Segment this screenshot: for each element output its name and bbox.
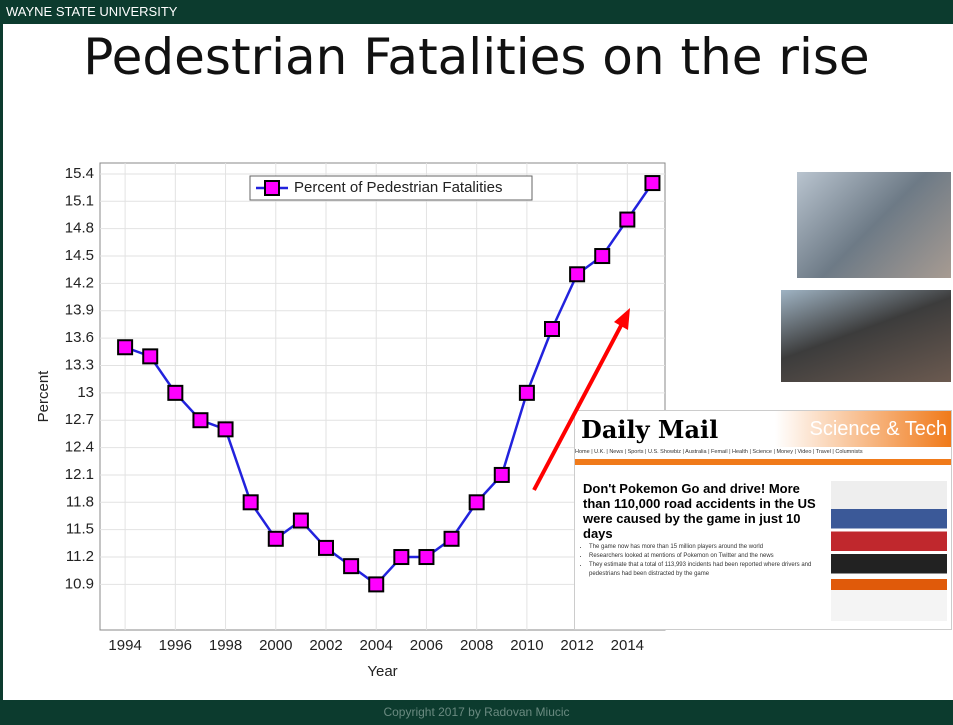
clip-bullet: Researchers looked at mentions of Pokemo…	[589, 552, 839, 561]
marker	[168, 386, 182, 400]
clip-nav: Home | U.K. | News | Sports | U.S. Showb…	[575, 449, 951, 465]
marker	[545, 322, 559, 336]
marker	[570, 267, 584, 281]
y-tick-label: 13	[77, 384, 94, 401]
marker	[269, 532, 283, 546]
y-tick-label: 13.9	[65, 302, 94, 319]
x-tick-label: 1998	[209, 637, 242, 654]
news-clipping: Daily Mail Science & Tech Home | U.K. | …	[574, 410, 952, 630]
legend-marker	[265, 181, 279, 195]
marker	[394, 550, 408, 564]
x-tick-label: 1996	[159, 637, 192, 654]
marker	[620, 213, 634, 227]
x-tick-label: 2014	[611, 637, 644, 654]
y-tick-label: 15.4	[65, 165, 94, 182]
y-tick-label: 14.8	[65, 220, 94, 237]
clip-bullets: The game now has more than 15 million pl…	[575, 543, 839, 579]
x-tick-label: 1994	[108, 637, 141, 654]
x-tick-label: 2006	[410, 637, 443, 654]
y-tick-label: 14.5	[65, 247, 94, 264]
y-tick-label: 14.2	[65, 274, 94, 291]
marker	[645, 176, 659, 190]
marker	[595, 249, 609, 263]
y-tick-label: 11.5	[66, 521, 94, 538]
marker	[520, 386, 534, 400]
clip-bullet: They estimate that a total of 113,993 in…	[589, 561, 839, 579]
footer: Copyright 2017 by Radovan Miucic	[0, 700, 953, 725]
y-tick-label: 11.2	[66, 548, 94, 565]
y-tick-label: 12.1	[65, 466, 94, 483]
x-tick-label: 2010	[510, 637, 543, 654]
y-tick-label: 15.1	[65, 192, 94, 209]
x-tick-label: 2000	[259, 637, 292, 654]
y-tick-label: 10.9	[65, 575, 94, 592]
marker	[118, 340, 132, 354]
marker	[495, 468, 509, 482]
y-tick-label: 13.3	[65, 356, 94, 373]
y-tick-label: 12.7	[65, 411, 94, 428]
copyright: Copyright 2017 by Radovan Miucic	[383, 705, 569, 719]
y-tick-label: 11.8	[66, 493, 94, 510]
y-axis-label: Percent	[35, 370, 52, 423]
marker	[319, 541, 333, 555]
clip-section: Science & Tech	[775, 411, 951, 447]
marker	[470, 495, 484, 509]
marker	[445, 532, 459, 546]
marker	[143, 349, 157, 363]
legend-label: Percent of Pedestrian Fatalities	[294, 179, 502, 196]
slide: WAYNE STATE UNIVERSITY Pedestrian Fatali…	[0, 0, 953, 725]
x-axis-label: Year	[367, 663, 397, 680]
clip-sidebar	[831, 481, 947, 621]
photo-driving	[781, 290, 951, 382]
marker	[193, 413, 207, 427]
y-tick-label: 13.6	[65, 329, 94, 346]
photo-phone	[797, 172, 951, 278]
x-tick-label: 2008	[460, 637, 493, 654]
marker	[369, 577, 383, 591]
marker	[294, 514, 308, 528]
clip-headline: Don't Pokemon Go and drive! More than 11…	[583, 481, 823, 541]
clip-bullet: The game now has more than 15 million pl…	[589, 543, 839, 552]
marker	[244, 495, 258, 509]
x-tick-label: 2004	[360, 637, 393, 654]
marker	[219, 422, 233, 436]
clip-brand: Daily Mail	[581, 415, 718, 444]
y-tick-label: 12.4	[65, 439, 94, 456]
x-tick-label: 2012	[560, 637, 593, 654]
x-tick-label: 2002	[309, 637, 342, 654]
marker	[344, 559, 358, 573]
marker	[419, 550, 433, 564]
